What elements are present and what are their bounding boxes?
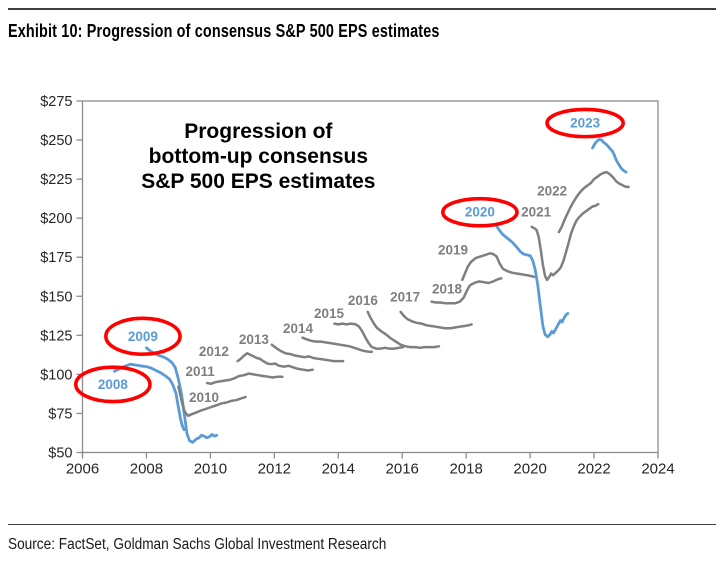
series-line-2011 bbox=[205, 372, 284, 386]
y-tick-label: $125 bbox=[40, 328, 72, 344]
series-line-2018 bbox=[430, 277, 503, 305]
y-tick-label: $250 bbox=[40, 133, 72, 149]
year-label-2011: 2011 bbox=[186, 364, 216, 379]
series-line-2023 bbox=[591, 137, 628, 174]
y-tick-label: $100 bbox=[40, 367, 72, 383]
series-line-2020 bbox=[495, 224, 570, 339]
highlight-ellipse-2009 bbox=[104, 316, 182, 357]
year-label-2017: 2017 bbox=[390, 290, 420, 305]
x-tick-label: 2024 bbox=[641, 461, 674, 478]
year-label-2018: 2018 bbox=[432, 282, 463, 297]
y-tick-label: $50 bbox=[48, 446, 72, 462]
year-label-2014: 2014 bbox=[283, 321, 314, 336]
y-tick-label: $150 bbox=[40, 289, 72, 305]
source-rule bbox=[8, 524, 716, 525]
series-line-2021 bbox=[530, 202, 600, 282]
series-line-2013 bbox=[270, 343, 345, 363]
x-tick-label: 2012 bbox=[258, 461, 291, 478]
y-tick-label: $75 bbox=[48, 406, 72, 422]
y-tick-label: $275 bbox=[40, 94, 72, 110]
year-label-2012: 2012 bbox=[199, 344, 229, 359]
series-line-2016 bbox=[366, 310, 441, 350]
year-label-2022: 2022 bbox=[537, 184, 567, 199]
year-label-2016: 2016 bbox=[348, 293, 379, 308]
series-line-2008 bbox=[113, 362, 186, 432]
series-line-2014 bbox=[301, 336, 374, 353]
year-label-2019: 2019 bbox=[438, 243, 468, 258]
series-line-2012 bbox=[236, 352, 314, 372]
x-tick-label: 2006 bbox=[66, 461, 99, 478]
year-label-2020: 2020 bbox=[465, 205, 495, 220]
chart-root: $50 $75 $100 $125 $150 $175 $200 $225 $250 $275 20… bbox=[40, 94, 674, 478]
source-note: Source: FactSet, Goldman Sachs Global In… bbox=[8, 536, 387, 553]
y-tick-label: $175 bbox=[40, 250, 72, 266]
x-tick-label: 2014 bbox=[322, 461, 355, 478]
highlight-ellipse-2008 bbox=[73, 365, 152, 404]
series-line-2019 bbox=[461, 252, 536, 282]
series-line-2015 bbox=[333, 322, 405, 350]
year-label-2023: 2023 bbox=[570, 116, 601, 131]
x-tick-label: 2018 bbox=[449, 461, 482, 478]
exhibit-title: Exhibit 10: Progression of consensus S&P… bbox=[8, 21, 440, 41]
top-rule bbox=[8, 8, 716, 10]
chart-annotation: Progression of bottom-up consensus S&P 500… bbox=[141, 120, 375, 193]
plot-border bbox=[81, 100, 659, 454]
series-line-2010 bbox=[177, 385, 247, 418]
y-tick-label: $225 bbox=[40, 172, 72, 188]
year-label-2013: 2013 bbox=[239, 332, 270, 347]
year-label-2015: 2015 bbox=[314, 306, 345, 321]
highlight-ellipse-2023 bbox=[545, 107, 625, 139]
x-tick-label: 2020 bbox=[513, 461, 546, 478]
year-label-2009: 2009 bbox=[128, 329, 158, 344]
series-line-2009 bbox=[144, 346, 219, 444]
series-line-2022 bbox=[557, 170, 630, 234]
y-tick-label: $200 bbox=[40, 211, 72, 227]
highlight-ellipse-2020 bbox=[441, 196, 519, 228]
x-tick-label: 2008 bbox=[130, 461, 163, 478]
x-tick-label: 2010 bbox=[194, 461, 227, 478]
year-label-2010: 2010 bbox=[189, 390, 219, 405]
x-tick-label: 2016 bbox=[386, 461, 419, 478]
x-tick-label: 2022 bbox=[577, 461, 610, 478]
series-line-2017 bbox=[399, 310, 473, 330]
year-label-2008: 2008 bbox=[98, 377, 129, 392]
year-label-2021: 2021 bbox=[521, 205, 552, 220]
